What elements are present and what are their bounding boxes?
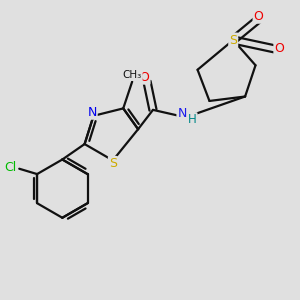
Text: Cl: Cl [4, 161, 16, 174]
Text: S: S [109, 157, 117, 170]
Text: H: H [188, 113, 197, 126]
Text: S: S [229, 34, 237, 46]
Text: O: O [274, 42, 284, 56]
Text: N: N [177, 107, 187, 120]
Text: O: O [140, 71, 150, 84]
Text: N: N [87, 106, 97, 119]
Text: O: O [254, 10, 263, 23]
Text: CH₃: CH₃ [122, 70, 142, 80]
